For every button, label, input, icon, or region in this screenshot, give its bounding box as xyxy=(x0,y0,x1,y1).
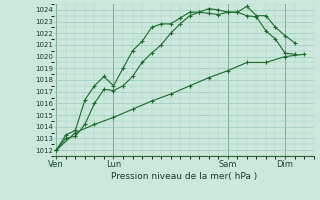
X-axis label: Pression niveau de la mer( hPa ): Pression niveau de la mer( hPa ) xyxy=(111,172,257,181)
